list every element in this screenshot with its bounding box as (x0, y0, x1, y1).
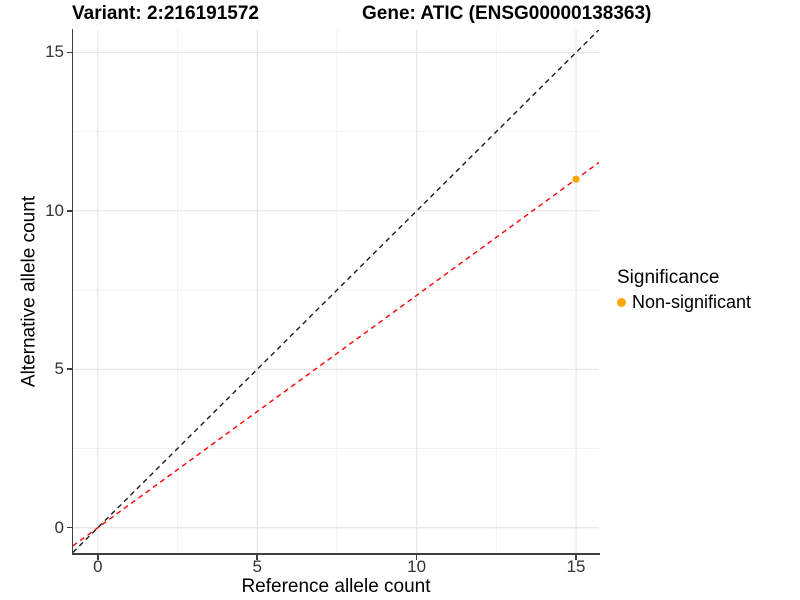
gene-title: Gene: ATIC (ENSG00000138363) (362, 3, 652, 24)
x-tick-label: 0 (93, 557, 103, 576)
legend: Significance Non-significant (617, 266, 751, 313)
x-tick-mark (256, 554, 259, 560)
x-tick-label: 15 (566, 557, 586, 576)
y-tick-mark (66, 210, 72, 212)
x-tick-mark (97, 554, 99, 560)
legend-item-nonsignificant: Non-significant (617, 291, 751, 313)
legend-item-label: Non-significant (632, 292, 752, 312)
y-tick-mark (66, 51, 72, 54)
y-tick-label: 10 (45, 200, 64, 220)
y-tick-label: 5 (54, 359, 64, 379)
y-axis-title: Alternative allele count (18, 195, 40, 388)
y-axis-line (71, 29, 74, 555)
x-axis-line (71, 553, 600, 555)
fitted-line (73, 161, 599, 547)
plot-panel (73, 30, 599, 553)
legend-key-dot-icon (617, 297, 626, 307)
plot-canvas (73, 30, 599, 553)
identity-line (73, 30, 599, 553)
x-tick-mark (575, 554, 577, 560)
x-tick-label: 10 (407, 557, 427, 576)
data-point (572, 175, 580, 183)
y-tick-label: 0 (54, 517, 64, 537)
y-tick-mark (66, 368, 72, 371)
x-tick-label: 5 (252, 557, 262, 576)
y-tick-mark (66, 526, 72, 529)
legend-title: Significance (617, 267, 720, 288)
y-tick-label: 15 (45, 42, 64, 62)
x-tick-mark (415, 554, 418, 560)
variant-title: Variant: 2:216191572 (72, 3, 259, 24)
x-axis-title: Reference allele count (241, 576, 431, 597)
